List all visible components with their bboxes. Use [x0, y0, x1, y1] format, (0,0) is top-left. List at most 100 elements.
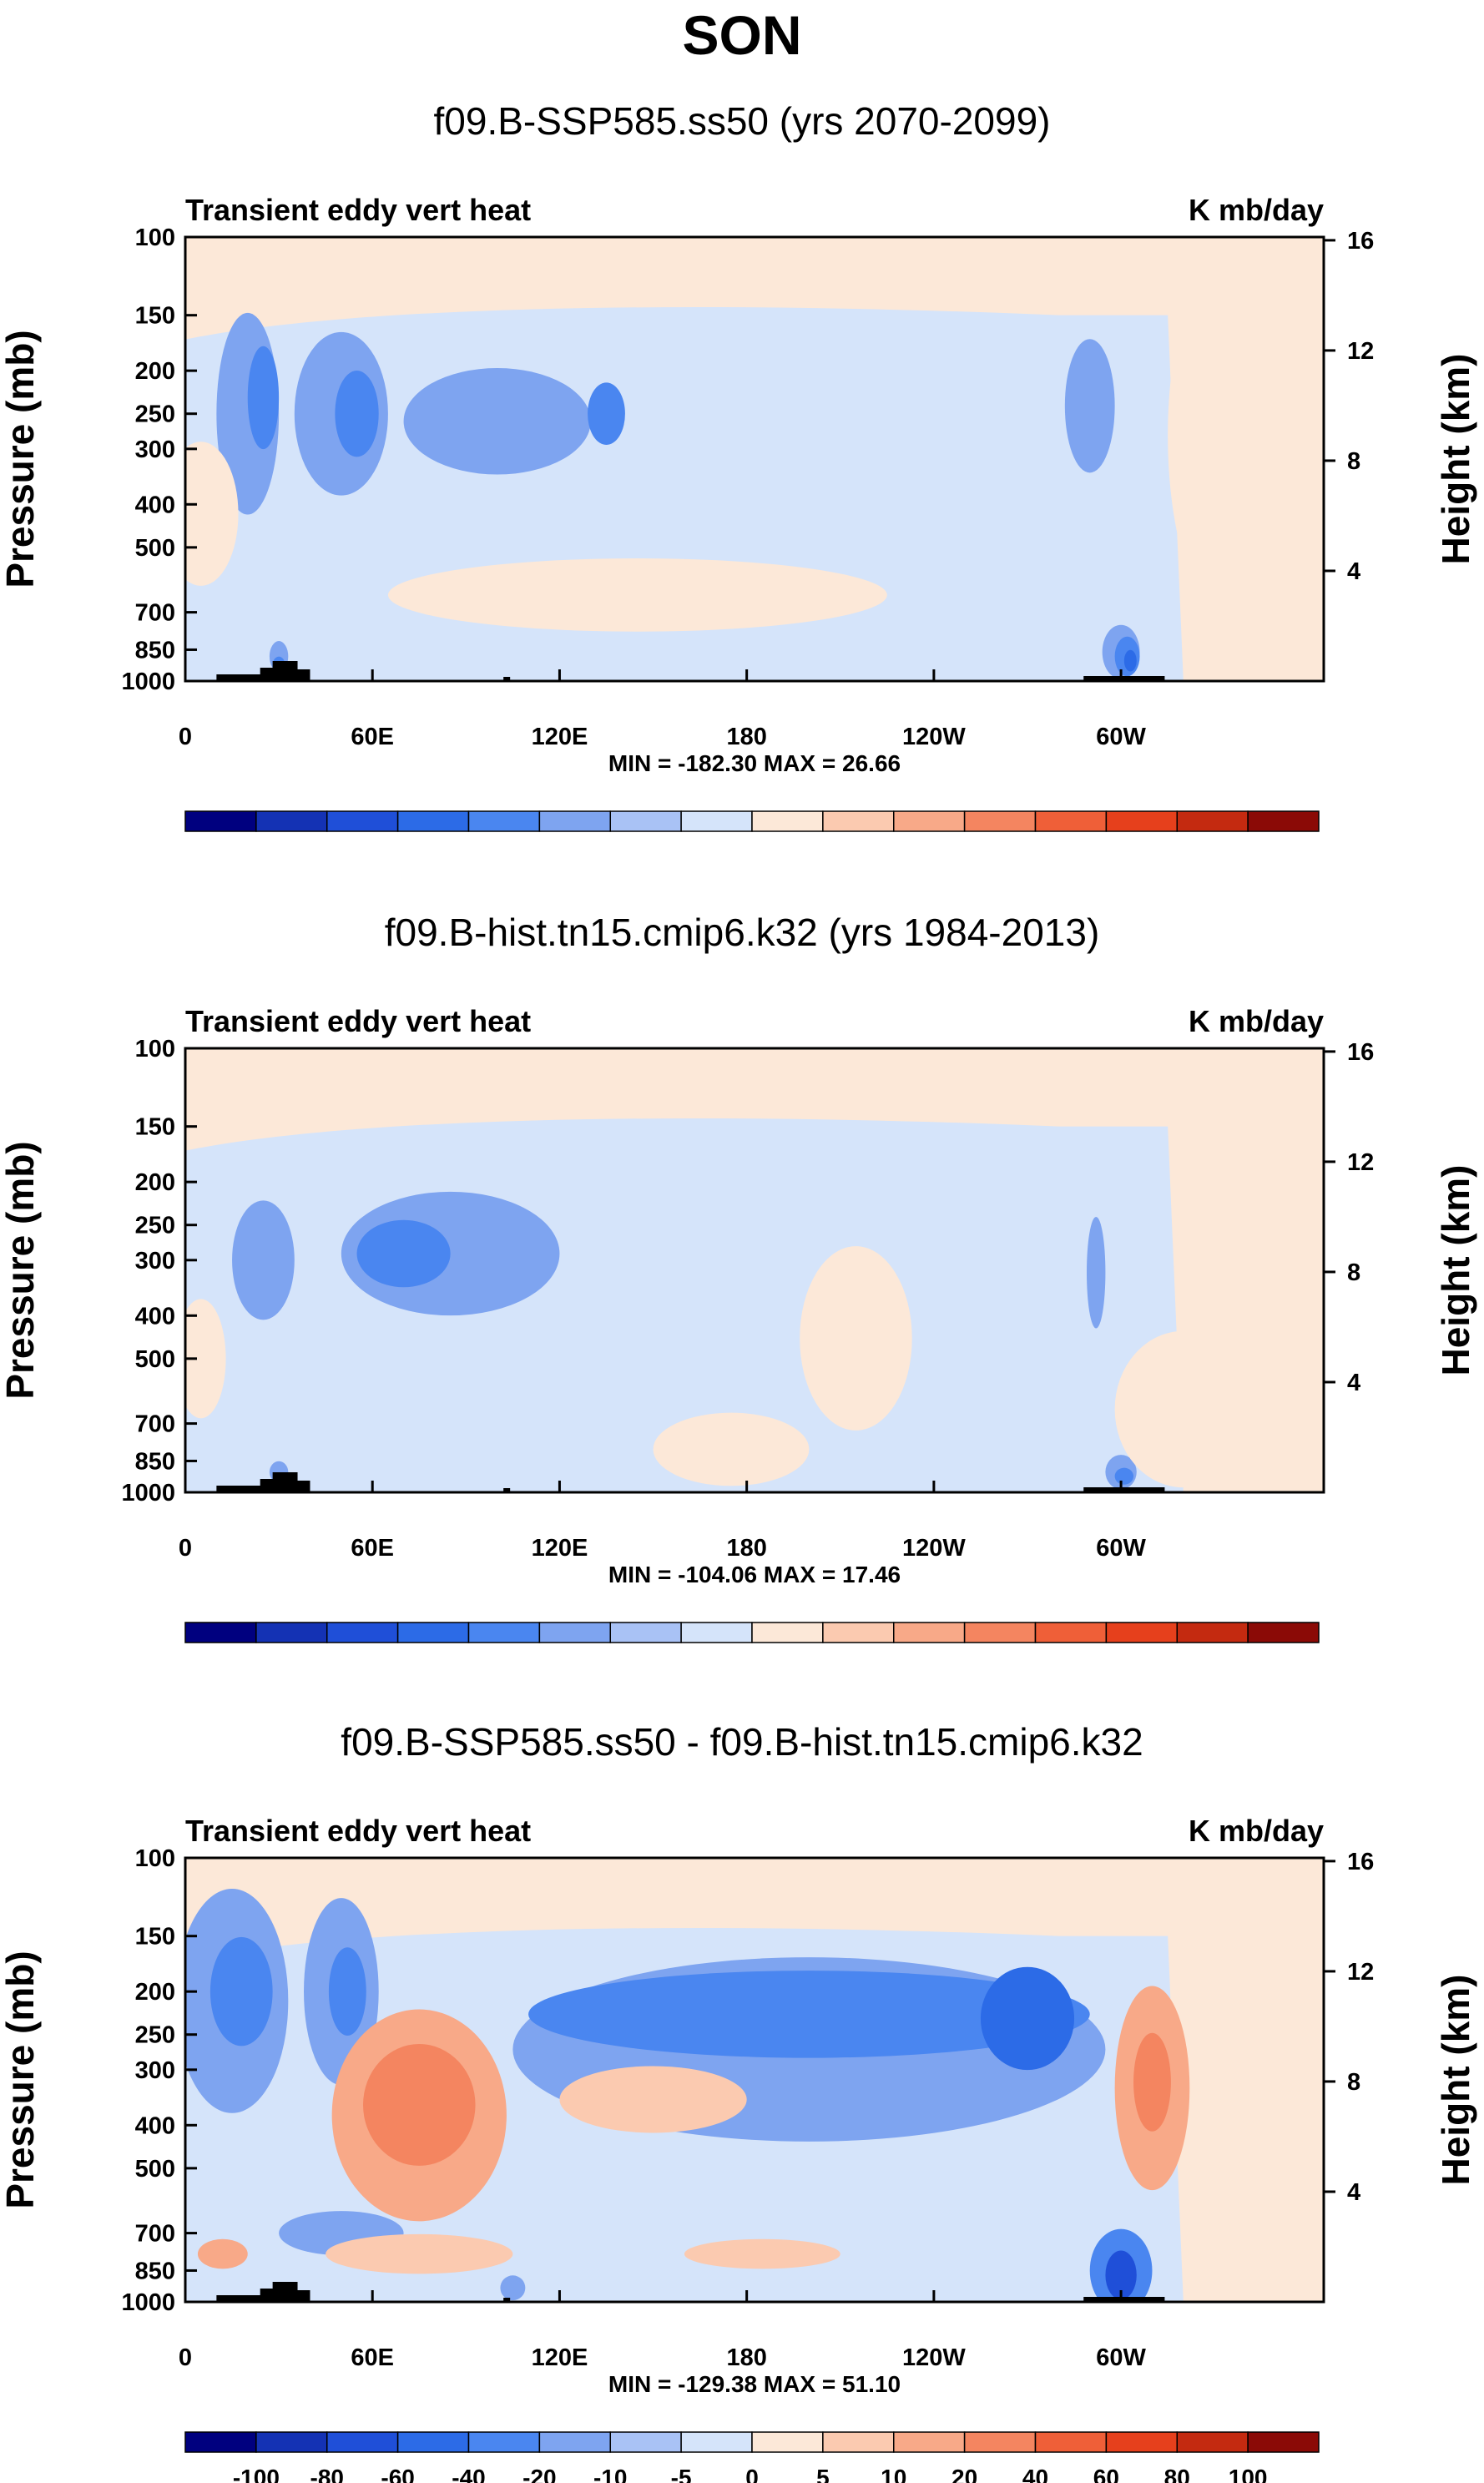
panel-1-colorbar-swatch-14	[1176, 810, 1249, 832]
panel-2-y-tick-label-500: 500	[135, 1346, 175, 1373]
panel-3-y-tick-label-850: 850	[135, 2258, 175, 2284]
panel-1-y2-tick-label-8: 8	[1347, 448, 1360, 475]
panel-1-x-tick-label-2: 120E	[532, 724, 588, 750]
panel-2-y-tick-label-850: 850	[135, 1448, 175, 1475]
panel-2-min-max-label: MIN = -104.06 MAX = 17.46	[608, 1562, 901, 1587]
panel-3-colorbar-label-0: -100	[233, 2465, 280, 2483]
panel-1-x-tick-label-3: 180	[726, 724, 766, 750]
panel-1-units-label: K mb/day	[1189, 193, 1324, 227]
panel-2-topography-africa	[216, 1472, 310, 1492]
panel-1-y-tick-label-850: 850	[135, 637, 175, 664]
panel-1-contours	[185, 250, 1293, 681]
panel-3-y2-tick-label-12: 12	[1347, 1959, 1374, 1986]
panel-3-positive-contour-5	[326, 2233, 513, 2274]
panel-3-contours	[185, 1889, 1293, 2302]
panel-2-y-tick-label-400: 400	[135, 1303, 175, 1330]
panel-2-colorbar-swatch-9	[822, 1622, 895, 1643]
panel-3-colorbar-swatch-15	[1247, 2431, 1320, 2453]
figure-title: SON	[682, 4, 802, 66]
panel-1-negative-contour-4	[403, 367, 591, 475]
panel-3-colorbar-label-14: 100	[1229, 2465, 1268, 2483]
panel-2-colorbar-swatch-13	[1105, 1622, 1178, 1643]
panel-1-y-tick-label-200: 200	[135, 358, 175, 385]
panel-3-colorbar-swatch-7	[680, 2431, 753, 2453]
panel-3-title: f09.B-SSP585.ss50 - f09.B-hist.tn15.cmip…	[341, 1720, 1143, 1764]
panel-3-colorbar-swatch-4	[467, 2431, 541, 2453]
panel-1-y2-tick-label-16: 16	[1347, 228, 1374, 255]
panel-3-y-tick-label-250: 250	[135, 2022, 175, 2049]
panel-3-colorbar-swatch-10	[893, 2431, 966, 2453]
panel-1-x-tick-label-5: 60W	[1096, 724, 1146, 750]
panel-1-title: f09.B-SSP585.ss50 (yrs 2070-2099)	[433, 99, 1051, 143]
panel-3-negative-contour-3	[328, 1947, 366, 2036]
panel-3-units-label: K mb/day	[1189, 1814, 1324, 1848]
panel-1-topography-africa	[216, 661, 310, 681]
panel-1-ylabel: Pressure (mb)	[0, 330, 42, 588]
panel-2-colorbar-swatch-0	[184, 1622, 257, 1643]
panel-3-x-tick-label-0: 0	[179, 2344, 192, 2371]
panel-3-colorbar-swatch-13	[1105, 2431, 1178, 2453]
panel-3-y-tick-label-200: 200	[135, 1979, 175, 2006]
panel-3-colorbar-label-3: -40	[452, 2465, 485, 2483]
panel-1-y2-tick-label-4: 4	[1347, 558, 1360, 585]
panel-3-negative-contour-10	[500, 2275, 526, 2301]
panel-3-y-tick-label-400: 400	[135, 2112, 175, 2139]
panel-2-y2-tick-label-12: 12	[1347, 1149, 1374, 1176]
panel-1-y2label: Height (km)	[1434, 354, 1477, 565]
panel-1-positive-contour-2	[1168, 250, 1293, 621]
panel-2-colorbar-swatch-6	[609, 1622, 682, 1643]
panel-1-negative-contour-5	[588, 382, 625, 445]
panel-3-colorbar-swatch-1	[255, 2431, 328, 2453]
panel-2-colorbar-swatch-1	[255, 1622, 328, 1643]
panel-3-colorbar-swatch-5	[538, 2431, 611, 2453]
panel-3-topography-africa	[216, 2282, 310, 2302]
panel-1-topography-sumatra	[503, 677, 511, 681]
panel-1-colorbar-swatch-13	[1105, 810, 1178, 832]
panel-3-negative-contour-8	[1105, 2250, 1137, 2300]
panel-3-y-tick-label-150: 150	[135, 1924, 175, 1951]
panel-2-y-tick-label-200: 200	[135, 1169, 175, 1196]
panel-3-frame	[184, 1856, 1325, 2304]
panel-1-y-tick-label-400: 400	[135, 492, 175, 518]
panel-1-frame	[184, 235, 1325, 683]
panel-3-colorbar-swatch-9	[822, 2431, 895, 2453]
panel-1-y-tick-label-250: 250	[135, 401, 175, 428]
panel-3-colorbar-swatch-2	[326, 2431, 399, 2453]
panel-2-y-tick-label-100: 100	[135, 1036, 175, 1062]
panel-1-colorbar-swatch-5	[538, 810, 611, 832]
panel-1-y-tick-label-150: 150	[135, 303, 175, 330]
panel-2-colorbar-swatch-10	[893, 1622, 966, 1643]
panel-1-colorbar-swatch-11	[963, 810, 1037, 832]
panel-2-colorbar-swatch-5	[538, 1622, 611, 1643]
panel-3-y2-tick-label-4: 4	[1347, 2179, 1360, 2206]
panel-1-negative-contour-9	[1123, 649, 1137, 672]
panel-2-x-tick-label-1: 60E	[351, 1535, 394, 1562]
panel-3-y-tick-label-500: 500	[135, 2156, 175, 2183]
panel-3-y-tick-label-700: 700	[135, 2221, 175, 2248]
panel-2-negative-contour-5	[1114, 1467, 1134, 1485]
panel-1-colorbar-swatch-2	[326, 810, 399, 832]
panel-1-chart: Transient eddy vert heat K mb/day 100 150 20…	[0, 193, 1477, 832]
panel-2-y-tick-label-250: 250	[135, 1213, 175, 1239]
panel-3-y-tick-label-100: 100	[135, 1845, 175, 1872]
panel-2-colorbar-swatch-8	[751, 1622, 824, 1643]
panel-3-x-tick-label-3: 180	[726, 2344, 766, 2371]
panel-3-colorbar-swatch-12	[1034, 2431, 1108, 2453]
panel-3-colorbar-label-10: 20	[951, 2465, 977, 2483]
panel-3-negative-contour-5	[528, 1971, 1090, 2058]
panel-2-units-label: K mb/day	[1189, 1004, 1324, 1038]
panel-3-colorbar-label-4: -20	[522, 2465, 556, 2483]
panel-2-x-tick-label-4: 120W	[902, 1535, 966, 1562]
panel-3-colorbar-label-5: -10	[593, 2465, 627, 2483]
panel-1-x-tick-label-0: 0	[179, 724, 192, 750]
panel-1-colorbar-swatch-4	[467, 810, 541, 832]
panel-2-positive-contour-2	[800, 1246, 912, 1431]
panel-1-x-tick-label-1: 60E	[351, 724, 394, 750]
panel-3-colorbar-label-2: -60	[381, 2465, 414, 2483]
panel-2-colorbar-swatch-7	[680, 1622, 753, 1643]
panel-3-y2-tick-label-8: 8	[1347, 2069, 1360, 2096]
panel-3-colorbar-swatch-3	[396, 2431, 470, 2453]
panel-3-positive-contour-3	[1133, 2032, 1171, 2132]
panel-3-colorbar-label-6: -5	[671, 2465, 692, 2483]
panel-2-y-tick-label-300: 300	[135, 1248, 175, 1274]
